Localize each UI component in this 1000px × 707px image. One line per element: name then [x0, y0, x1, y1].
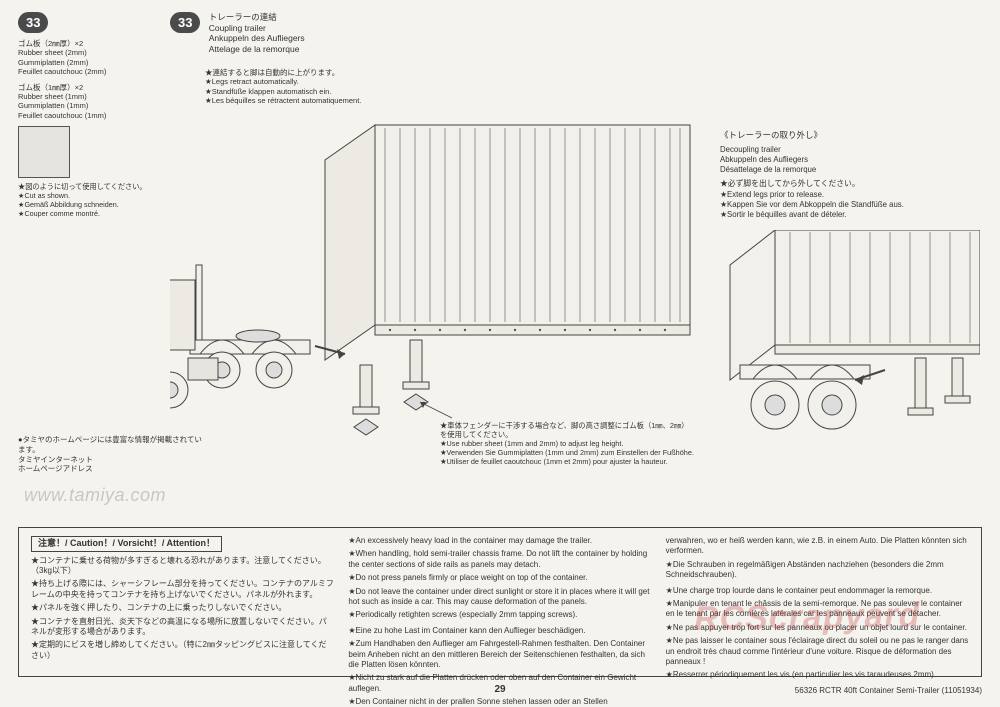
page-container: 33 ゴム板（2㎜厚）×2 Rubber sheet (2mm) Gummipl…	[0, 0, 1000, 707]
caution-item: ★An excessively heavy load in the contai…	[348, 536, 651, 546]
cut-de: ★Gemäß Abbildung schneiden.	[18, 200, 158, 209]
cut-en: ★Cut as shown.	[18, 191, 158, 200]
part-de: Gummiplatten (1mm)	[18, 101, 158, 110]
caution-item: ★Zum Handhaben den Auflieger am Fahrgest…	[348, 639, 651, 670]
caution-item: ★コンテナを直射日光、炎天下などの高温になる場所に放置しないでください。パネルが…	[31, 617, 334, 638]
caution-item: ★パネルを強く押したり、コンテナの上に乗ったりしないでください。	[31, 603, 334, 613]
caution-item: ★Manipuler en tenant le châssis de la se…	[666, 599, 969, 620]
caution-item: ★Ne pas appuyer trop fort sur les pannea…	[666, 623, 969, 633]
caution-header: 注意！/ Caution！/ Vorsicht！/ Attention！	[31, 536, 222, 552]
parts-list: ゴム板（2㎜厚）×2 Rubber sheet (2mm) Gummiplatt…	[18, 39, 158, 218]
caution-col-1: 注意！/ Caution！/ Vorsicht！/ Attention！ ★コン…	[31, 536, 334, 668]
footer-code: 56326 RCTR 40ft Container Semi-Trailer (…	[795, 686, 982, 695]
part-jp: ゴム板（1㎜厚）×2	[18, 83, 158, 92]
title-de: Ankuppeln des Aufliegers	[209, 33, 305, 44]
decoupling-block: 《トレーラーの取り外し》 Decoupling trailer Abkuppel…	[720, 130, 980, 220]
caution-item: ★持ち上げる際には、シャーシフレーム部分を持ってください。コンテナのアルミフレー…	[31, 579, 334, 600]
caution-col-3: verwahren, wo er heiß werden kann, wie z…	[666, 536, 969, 668]
part-jp: ゴム板（2㎜厚）×2	[18, 39, 158, 48]
legs-de: ★Standfüße klappen automatisch ein.	[205, 87, 380, 96]
decouple-note-fr: ★Sortir le béquilles avant de dételer.	[720, 210, 980, 220]
part-item: ゴム板（2㎜厚）×2 Rubber sheet (2mm) Gummiplatt…	[18, 39, 158, 77]
caution-item: ★Resserrer périodiquement les vis (en pa…	[666, 670, 969, 680]
part-fr: Feuillet caoutchouc (2mm)	[18, 67, 158, 76]
part-en: Rubber sheet (1mm)	[18, 92, 158, 101]
caution-item: ★コンテナに乗せる荷物が多すぎると壊れる恐れがあります。注意してください。（3k…	[31, 556, 334, 577]
caution-item: ★Den Container nicht in der prallen Sonn…	[348, 697, 651, 707]
caution-item: ★Do not press panels firmly or place wei…	[348, 573, 651, 583]
decouple-note-de: ★Kappen Sie vor dem Abkoppeln die Standf…	[720, 200, 980, 210]
decouple-en: Decoupling trailer	[720, 145, 980, 155]
caution-item: ★定期的にビスを増し締めしてください。（特に2㎜タッピングビスに注意してください…	[31, 640, 334, 661]
step-title-block: 33 トレーラーの連結 Coupling trailer Ankuppeln d…	[170, 12, 305, 55]
caution-item: ★Do not leave the container under direct…	[348, 587, 651, 608]
url-watermark: www.tamiya.com	[24, 485, 166, 506]
rubber-fr: ★Utiliser de feuillet caoutchouc (1mm et…	[440, 458, 695, 467]
caution-item: ★Eine zu hohe Last im Container kann den…	[348, 626, 651, 636]
legs-jp: ★連結すると脚は自動的に上がります。	[205, 68, 380, 77]
page-number: 29	[494, 684, 505, 695]
title-en: Coupling trailer	[209, 23, 305, 34]
caution-item: verwahren, wo er heiß werden kann, wie z…	[666, 536, 969, 557]
cut-jp: ★図のように切って使用してください。	[18, 182, 158, 191]
caution-item: ★Ne pas laisser le container sous l'écla…	[666, 636, 969, 667]
legs-en: ★Legs retract automatically.	[205, 77, 380, 86]
rubber-swatch	[18, 126, 70, 178]
part-item: ゴム板（1㎜厚）×2 Rubber sheet (1mm) Gummiplatt…	[18, 83, 158, 121]
step-badge-main: 33	[170, 12, 200, 33]
part-de: Gummiplatten (2mm)	[18, 58, 158, 67]
decouple-note-en: ★Extend legs prior to release.	[720, 190, 980, 200]
decouple-fr: Désattelage de la remorque	[720, 165, 980, 175]
rubber-sheet-note: ★車体フェンダーに干渉する場合など、脚の高さ調整にゴム板（1㎜、2㎜）を使用して…	[440, 422, 695, 466]
caution-item: ★When handling, hold semi-trailer chassi…	[348, 549, 651, 570]
legs-fr: ★Les béquilles se rétractent automatique…	[205, 96, 380, 105]
legs-retract-note: ★連結すると脚は自動的に上がります。 ★Legs retract automat…	[205, 68, 380, 106]
decoupling-diagram	[720, 230, 980, 460]
title-jp: トレーラーの連結	[209, 12, 305, 23]
decouple-de: Abkuppeln des Aufliegers	[720, 155, 980, 165]
decouple-heading-jp: 《トレーラーの取り外し》	[720, 130, 980, 141]
decouple-note-jp: ★必ず脚を出してから外してください。	[720, 179, 980, 189]
caution-item: ★Une charge trop lourde dans le containe…	[666, 586, 969, 596]
caution-col-2: ★An excessively heavy load in the contai…	[348, 536, 651, 668]
title-fr: Attelage de la remorque	[209, 44, 305, 55]
step-badge-left: 33	[18, 12, 48, 33]
rubber-jp: ★車体フェンダーに干渉する場合など、脚の高さ調整にゴム板（1㎜、2㎜）を使用して…	[440, 422, 695, 440]
cut-fr: ★Couper comme montré.	[18, 209, 158, 218]
step-title: トレーラーの連結 Coupling trailer Ankuppeln des …	[209, 12, 305, 55]
cut-note: ★図のように切って使用してください。 ★Cut as shown. ★Gemäß…	[18, 182, 158, 218]
caution-box: 注意！/ Caution！/ Vorsicht！/ Attention！ ★コン…	[18, 527, 982, 677]
caution-item: ★Die Schrauben in regelmäßigen Abständen…	[666, 560, 969, 581]
part-fr: Feuillet caoutchouc (1mm)	[18, 111, 158, 120]
caution-item: ★Periodically retighten screws (especial…	[348, 610, 651, 620]
left-parts-column: 33 ゴム板（2㎜厚）×2 Rubber sheet (2mm) Gummipl…	[18, 12, 158, 218]
part-en: Rubber sheet (2mm)	[18, 48, 158, 57]
